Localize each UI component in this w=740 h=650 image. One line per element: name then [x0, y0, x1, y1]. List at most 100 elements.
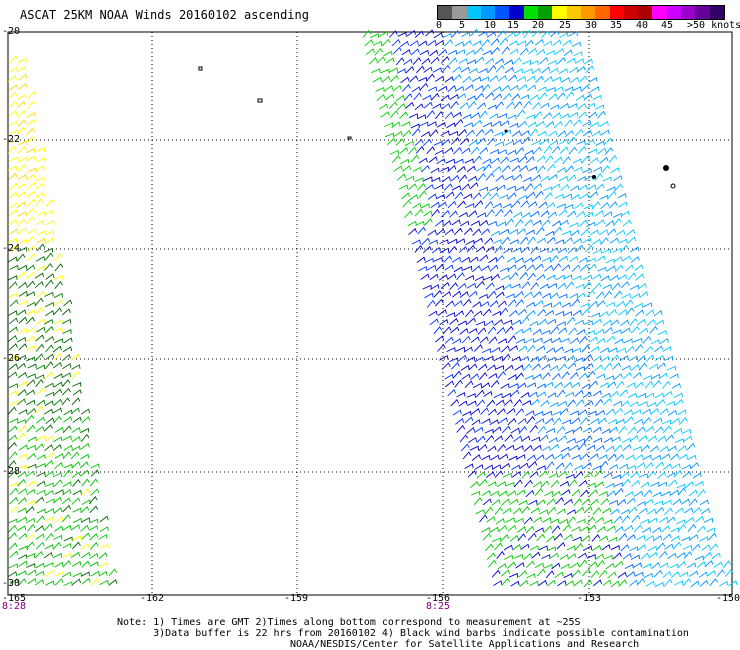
wind-barb	[551, 220, 562, 227]
wind-barb	[89, 496, 98, 504]
wind-barb	[589, 157, 599, 164]
wind-barb	[518, 426, 528, 434]
wind-barb	[499, 194, 509, 200]
wind-barb	[690, 461, 700, 470]
wind-barb	[699, 579, 709, 587]
wind-barb	[541, 445, 551, 452]
wind-barb	[432, 103, 442, 109]
wind-barb	[501, 498, 511, 506]
wind-barb	[414, 208, 424, 217]
wind-barb	[8, 100, 18, 109]
wind-barb	[604, 147, 614, 156]
wind-barb	[595, 140, 605, 147]
legend-swatch	[466, 6, 481, 19]
wind-barb	[603, 290, 612, 299]
wind-barb	[589, 453, 599, 460]
wind-barb	[460, 66, 470, 73]
wind-barb	[575, 244, 584, 253]
wind-barb	[7, 165, 18, 171]
wind-barb	[570, 185, 580, 191]
wind-barb	[728, 580, 738, 587]
wind-barb	[588, 380, 599, 388]
wind-barb	[439, 239, 449, 245]
wind-barb	[71, 436, 81, 443]
wind-barb	[45, 344, 54, 353]
wind-barb	[465, 309, 474, 318]
wind-barb	[547, 392, 557, 399]
wind-barb	[44, 516, 54, 523]
wind-barb	[26, 488, 36, 496]
wind-barb	[514, 364, 524, 371]
island	[257, 98, 263, 103]
wind-barb	[436, 121, 446, 128]
wind-barb	[18, 343, 28, 351]
wind-barb	[26, 373, 36, 379]
wind-barb	[623, 338, 633, 344]
wind-barb	[529, 128, 539, 137]
wind-barb	[481, 418, 491, 424]
wind-barb	[52, 472, 63, 478]
wind-barb	[687, 523, 697, 532]
wind-barb	[565, 281, 575, 290]
wind-barb	[631, 479, 641, 488]
wind-barb	[98, 534, 108, 540]
wind-barb	[44, 562, 54, 568]
wind-barb	[603, 554, 613, 560]
legend-swatch	[709, 6, 724, 19]
wind-barb	[479, 147, 489, 155]
wind-barb	[580, 302, 590, 308]
wind-barb	[610, 167, 620, 174]
wind-barb	[500, 345, 510, 353]
wind-barb	[675, 438, 685, 443]
wind-barb	[52, 361, 63, 369]
wind-barb	[672, 498, 682, 506]
wind-barb	[574, 389, 584, 397]
wind-barb	[44, 279, 54, 288]
wind-barb	[613, 482, 623, 488]
wind-barb	[541, 219, 551, 227]
wind-barb	[53, 381, 63, 388]
wind-barb	[580, 84, 590, 93]
wind-barb	[471, 408, 481, 415]
wind-barb	[572, 238, 583, 245]
wind-barb	[546, 356, 557, 362]
island	[592, 175, 596, 179]
wind-barb	[401, 192, 411, 200]
wind-barb	[495, 101, 504, 110]
wind-barb	[453, 227, 463, 236]
wind-barb	[9, 550, 19, 558]
wind-barb	[481, 489, 491, 496]
wind-barb	[510, 389, 520, 397]
wind-barb	[53, 479, 63, 487]
wind-barb	[520, 543, 530, 550]
wind-barb	[562, 39, 572, 47]
wind-barb	[455, 49, 466, 55]
wind-barb	[488, 372, 498, 379]
wind-barb	[497, 149, 507, 155]
wind-barb	[34, 579, 45, 586]
wind-barb	[8, 425, 18, 433]
wind-barb	[9, 245, 19, 253]
wind-barb	[89, 505, 99, 514]
wind-barb	[652, 535, 663, 542]
wind-barb	[488, 256, 498, 264]
wind-barb	[34, 550, 44, 559]
wind-barb	[44, 382, 54, 388]
wind-barb	[362, 29, 372, 38]
wind-barb	[381, 38, 391, 47]
wind-barb	[497, 563, 507, 570]
wind-barb	[602, 284, 612, 290]
wind-barb	[388, 67, 399, 73]
wind-barb	[412, 202, 422, 209]
wind-barb	[490, 157, 500, 165]
wind-barb	[700, 508, 711, 515]
wind-barb	[597, 110, 606, 119]
wind-barb	[551, 490, 561, 498]
wind-barb	[517, 382, 527, 390]
wind-barb	[389, 74, 399, 83]
wind-barb	[496, 550, 505, 560]
wind-barb	[482, 308, 492, 317]
wind-barb	[555, 462, 565, 470]
wind-barb	[9, 228, 19, 235]
wind-barb	[573, 498, 582, 506]
